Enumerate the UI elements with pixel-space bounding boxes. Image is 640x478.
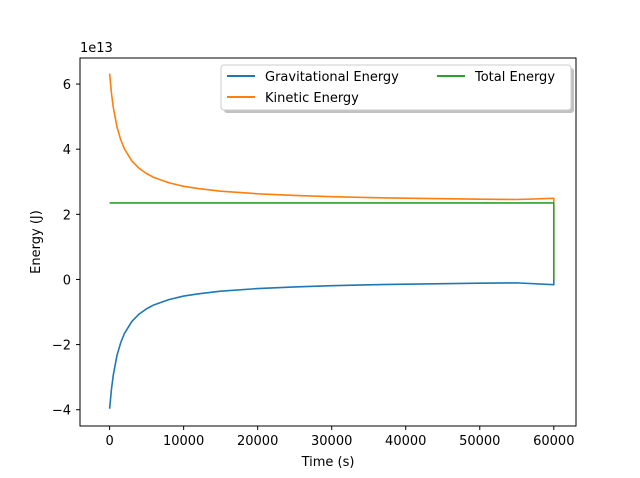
legend-box [220,64,572,111]
axes-frame [79,57,577,427]
x-axis-ticks: 0 10000 20000 30000 40000 50000 60000 [105,426,574,449]
series-line-0 [108,279,555,409]
x-tick-label: 10000 [163,434,204,449]
y-tick-label: 0 [63,273,71,288]
legend-label-gravitational: Gravitational Energy [265,70,399,85]
y-axis-title: Energy (J) [29,210,44,274]
series-line-2 [109,202,555,280]
legend-label-total: Total Energy [474,70,555,85]
x-axis-title: Time (s) [301,455,355,470]
x-tick-label: 20000 [237,434,278,449]
y-offset-label: 1e13 [80,41,113,56]
plot-lines [108,73,555,409]
x-tick-label: 50000 [459,434,500,449]
series-line-1 [108,73,555,280]
legend-label-kinetic: Kinetic Energy [265,91,359,106]
y-tick-label: −2 [52,339,71,354]
x-tick-label: 60000 [533,434,574,449]
y-tick-label: 6 [63,78,71,93]
x-tick-label: 30000 [311,434,352,449]
y-tick-label: −4 [52,404,71,419]
x-tick-label: 0 [105,434,113,449]
x-tick-label: 40000 [385,434,426,449]
y-axis-ticks: −4 −2 0 2 4 6 [52,78,80,419]
legend: Gravitational Energy Kinetic Energy Tota… [220,64,574,113]
y-tick-label: 4 [63,143,71,158]
y-tick-label: 2 [63,208,71,223]
